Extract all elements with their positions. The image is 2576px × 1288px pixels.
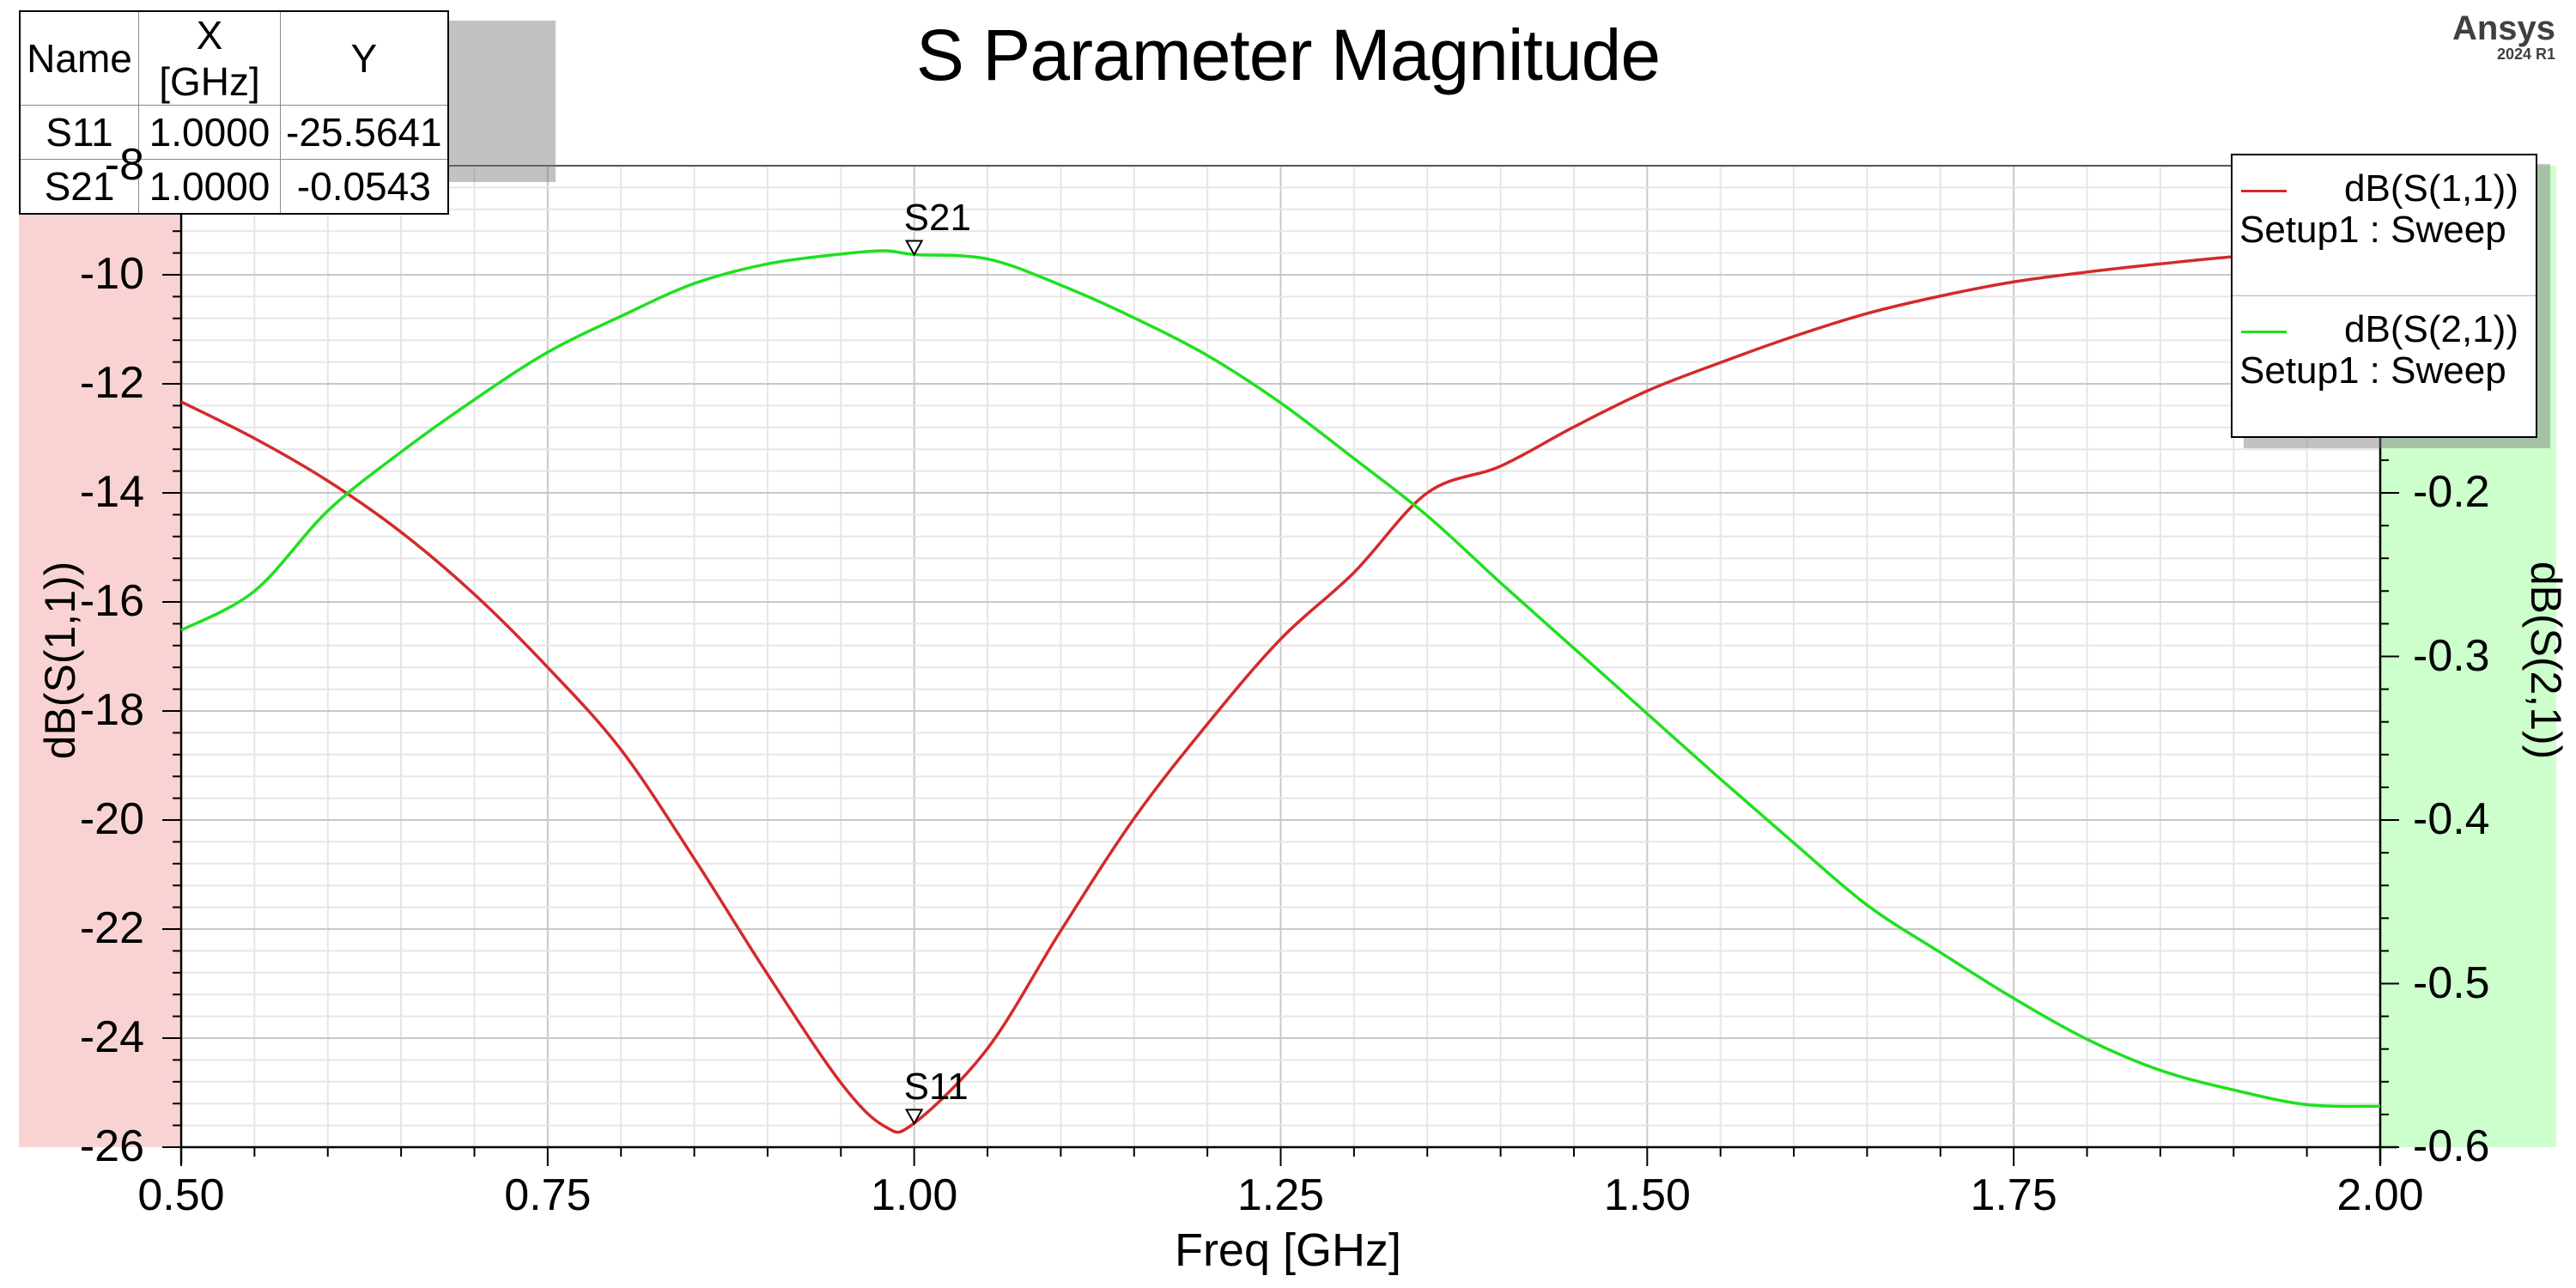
x-axis-title: Freq [GHz]	[1174, 1224, 1402, 1276]
marker-triangle-icon[interactable]	[904, 240, 924, 257]
legend-trace-name: dB(S(1,1))	[2344, 167, 2518, 210]
header-x: X [GHz]	[138, 10, 281, 106]
legend[interactable]: dB(S(1,1)) Setup1 : Sweep dB(S(2,1)) Set…	[2231, 154, 2537, 438]
y-left-tick-label: -22	[79, 903, 144, 953]
series-line-s11[interactable]	[180, 248, 2381, 1134]
y-right-tick-label: -0.4	[2413, 794, 2490, 844]
y-left-tick-label: -16	[79, 576, 144, 626]
marker-triangle-icon[interactable]	[904, 1109, 924, 1126]
marker-table[interactable]: Name X [GHz] Y S11 1.0000 -25.5641 S21 1…	[19, 10, 449, 215]
y-left-tick-label: -12	[79, 358, 144, 408]
legend-trace-context: Setup1 : Sweep	[2239, 209, 2506, 251]
y-axis-left-title: dB(S(1,1))	[36, 561, 84, 760]
y-right-tick-label: -0.6	[2413, 1121, 2490, 1171]
logo-version: 2024 R1	[2496, 46, 2555, 63]
y-right-tick-label: -0.5	[2413, 957, 2490, 1008]
series-lines	[180, 248, 2381, 1134]
left-axis-panel	[19, 166, 181, 1147]
x-tick-label: 0.50	[137, 1170, 225, 1220]
y-left-tick-label: -8	[104, 140, 144, 190]
marker-table-panel[interactable]: Name X [GHz] Y S11 1.0000 -25.5641 S21 1…	[19, 10, 556, 215]
legend-panel[interactable]: dB(S(1,1)) Setup1 : Sweep dB(S(2,1)) Set…	[2231, 154, 2550, 448]
y-left-tick-label: -20	[79, 794, 144, 844]
legend-item-s11[interactable]: dB(S(1,1)) Setup1 : Sweep	[2233, 155, 2536, 295]
cell-y: -0.0543	[279, 159, 449, 215]
y-left-tick-label: -14	[79, 467, 144, 517]
x-tick-label: 0.75	[504, 1170, 592, 1220]
x-tick-label: 1.25	[1236, 1170, 1325, 1220]
series-line-s21[interactable]	[180, 249, 2381, 1109]
line-swatch-icon	[2241, 331, 2287, 333]
legend-trace-name: dB(S(2,1))	[2344, 308, 2518, 350]
table-row[interactable]: S11 1.0000 -25.5641	[19, 105, 449, 160]
y-left-tick-label: -24	[79, 1012, 144, 1062]
marker-label-s21[interactable]: S21	[903, 197, 971, 240]
legend-trace-context: Setup1 : Sweep	[2239, 349, 2506, 392]
marker-table-header: Name X [GHz] Y	[19, 10, 449, 106]
cell-name: S21	[19, 159, 139, 215]
header-name: Name	[19, 10, 139, 106]
cell-y: -25.5641	[279, 105, 449, 160]
x-tick-label: 2.00	[2336, 1170, 2424, 1220]
y-left-tick-label: -10	[79, 249, 144, 299]
logo-brand: Ansys	[2451, 9, 2555, 47]
y-left-tick-label: -18	[79, 685, 144, 735]
chart-title: S Parameter Magnitude	[915, 15, 1661, 95]
line-swatch-icon	[2241, 190, 2287, 192]
cell-x: 1.0000	[138, 159, 281, 215]
x-tick-label: 1.00	[871, 1170, 958, 1220]
y-left-tick-label: -26	[79, 1121, 144, 1171]
y-right-tick-label: -0.3	[2413, 630, 2490, 681]
table-row[interactable]: S21 1.0000 -0.0543	[19, 159, 449, 215]
cell-x: 1.0000	[138, 105, 281, 160]
x-tick-label: 1.50	[1603, 1170, 1691, 1220]
cell-name: S11	[19, 105, 139, 160]
legend-item-s21[interactable]: dB(S(2,1)) Setup1 : Sweep	[2233, 295, 2536, 435]
marker-label-s11[interactable]: S11	[903, 1066, 969, 1109]
grid-lines	[180, 165, 2381, 1148]
marker-glyphs	[904, 240, 924, 1126]
y-right-tick-label: -0.2	[2413, 467, 2490, 517]
ansys-logo: Ansys 2024 R1	[2452, 10, 2555, 62]
header-y: Y	[279, 10, 449, 106]
x-tick-label: 1.75	[1970, 1170, 2057, 1220]
